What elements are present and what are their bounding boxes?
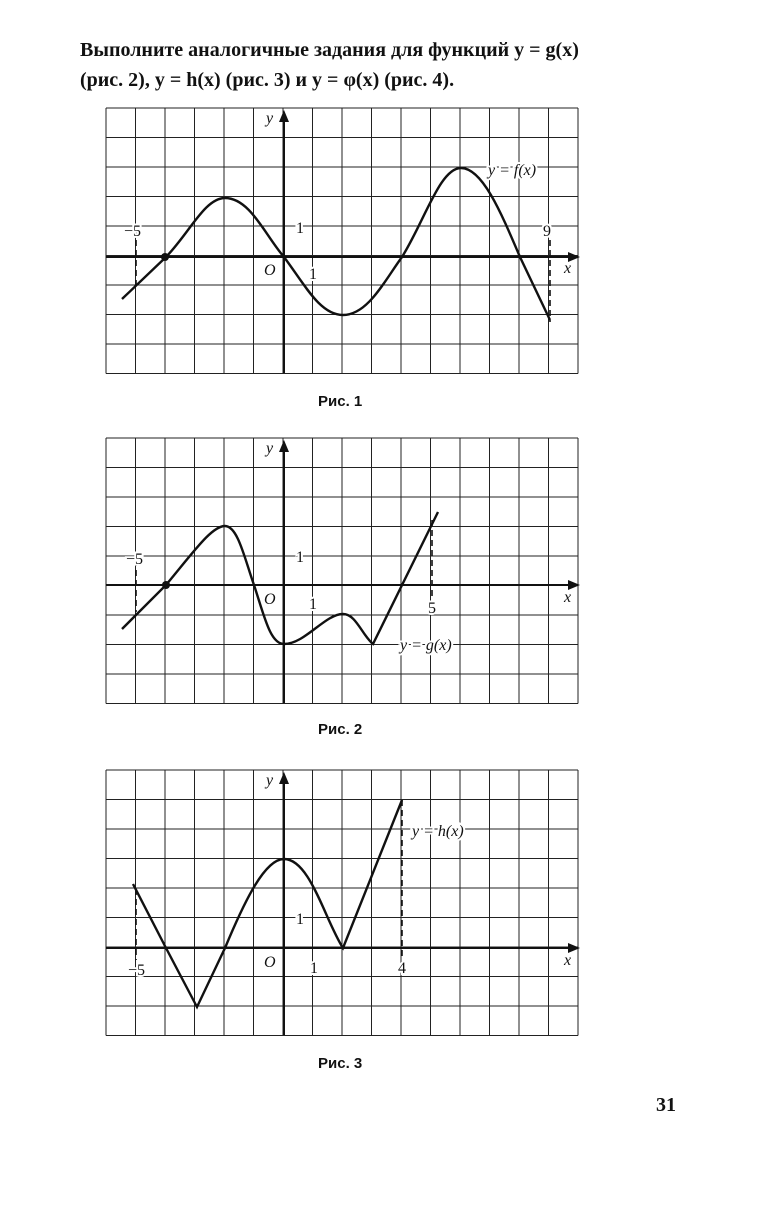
label: O: [264, 591, 276, 608]
figure: −5 1 O 1 4 x y y = h(x) Рис. 3: [106, 772, 580, 1072]
caption: Рис. 3: [318, 1055, 362, 1072]
arrow: [279, 110, 289, 122]
label: 4: [398, 960, 406, 977]
function-label: y = f(x): [486, 162, 536, 179]
point: [161, 253, 169, 261]
label: 5: [428, 600, 436, 617]
page-number: 31: [656, 1094, 676, 1116]
label: x: [563, 589, 571, 606]
text-line: Выполните аналогичные задания для функци…: [80, 39, 579, 61]
point: [162, 581, 170, 589]
label: 1: [309, 596, 317, 613]
arrow: [568, 580, 580, 590]
arrow: [568, 252, 580, 262]
label: y: [264, 110, 274, 127]
caption: Рис. 1: [318, 393, 362, 410]
arrow: [279, 440, 289, 452]
arrow: [279, 772, 289, 784]
curve: [131, 799, 404, 1010]
label: 1: [296, 220, 304, 237]
caption: Рис. 2: [318, 721, 362, 738]
label: x: [563, 260, 571, 277]
figure: −5 1 O 1 5 x y y = g(x) Рис. 2: [106, 440, 580, 738]
label: 1: [296, 549, 304, 566]
function-label: y = g(x): [398, 637, 452, 654]
label: −5: [128, 962, 145, 979]
label: 1: [309, 266, 317, 283]
label: 9: [543, 223, 551, 240]
curve: [121, 166, 552, 321]
label: −5: [124, 223, 141, 240]
arrow: [568, 943, 580, 953]
label: −5: [126, 551, 143, 568]
label: O: [264, 954, 276, 971]
label: y: [264, 772, 274, 789]
function-label: y = h(x): [410, 823, 464, 840]
label: O: [264, 262, 276, 279]
label: 1: [310, 960, 318, 977]
figure: −5 1 O 1 9 x y y = f(x) Рис. 1: [106, 110, 580, 410]
label: 1: [296, 911, 304, 928]
label: x: [563, 952, 571, 969]
text-line: (рис. 2), y = h(x) (рис. 3) и y = φ(x) (…: [80, 69, 454, 91]
label: y: [264, 440, 274, 457]
curve: [121, 511, 440, 646]
